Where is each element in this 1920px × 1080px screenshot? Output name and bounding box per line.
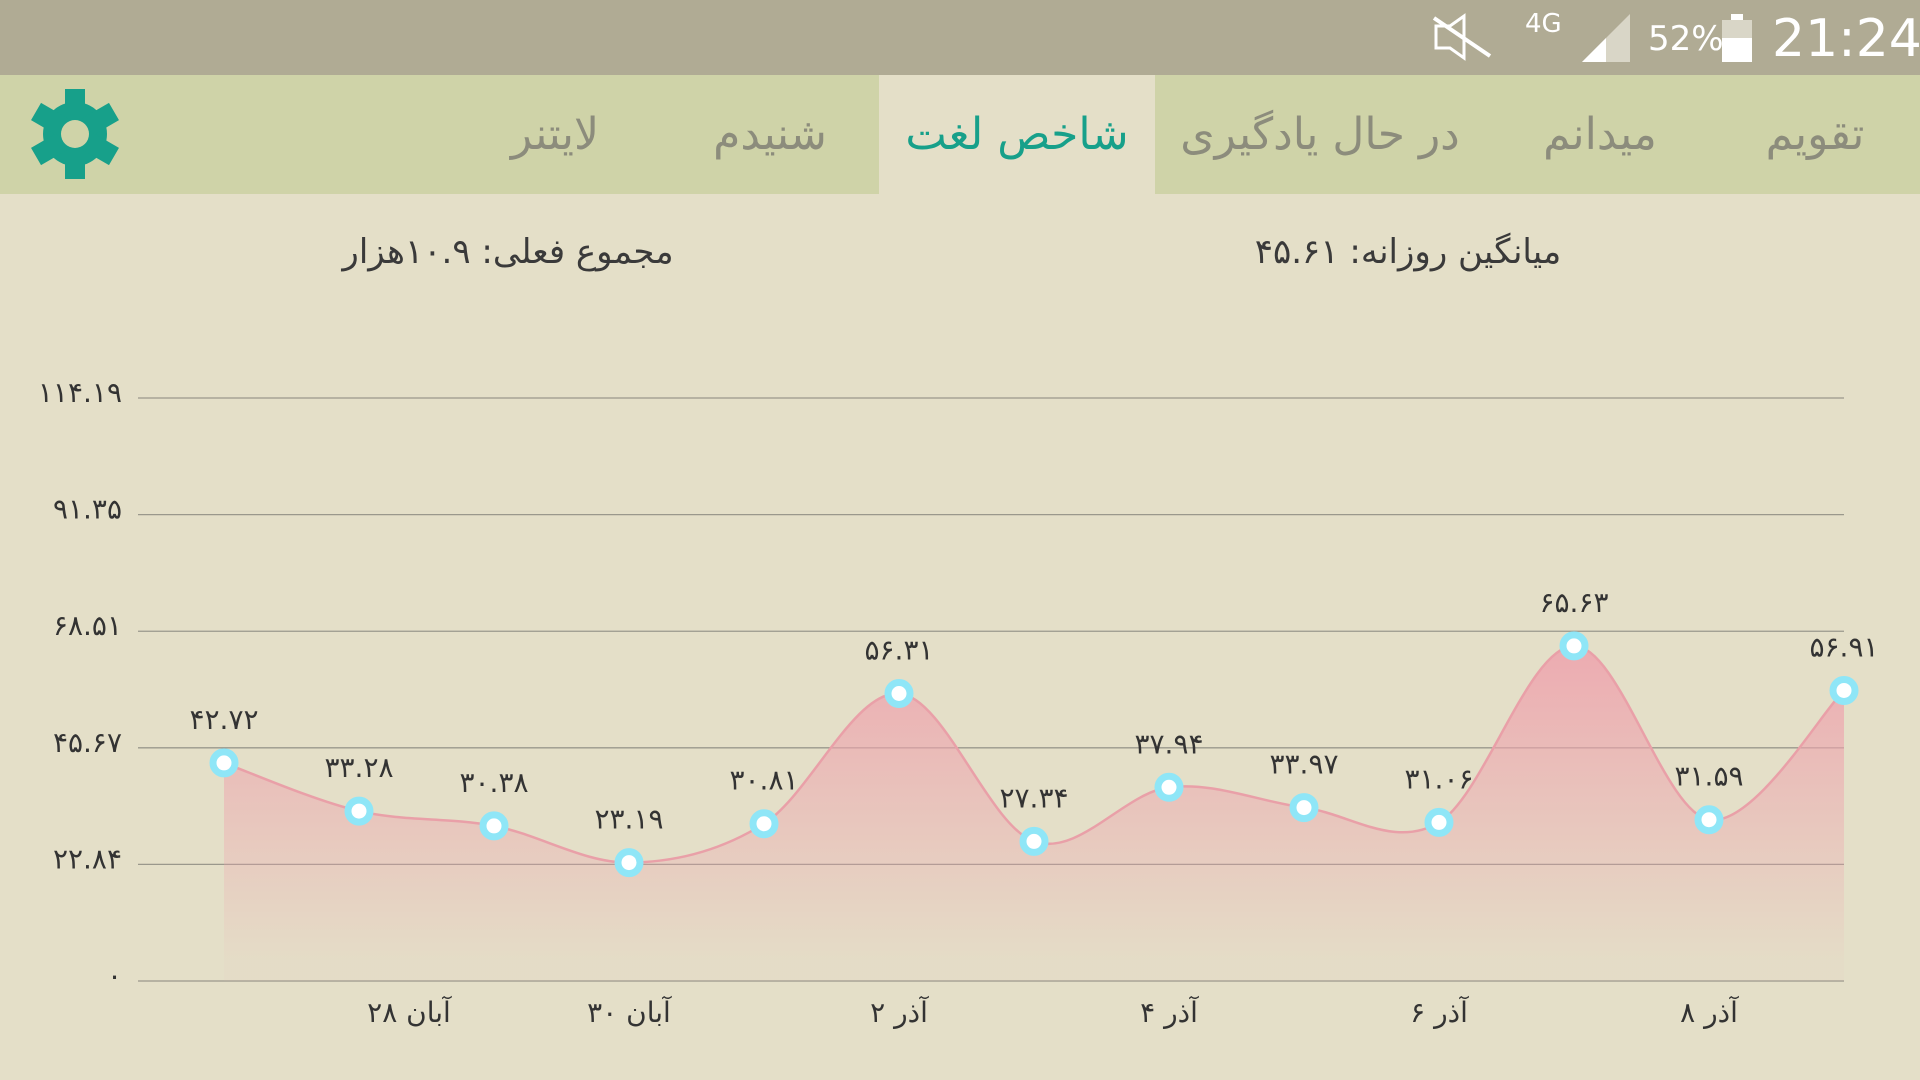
point (479, 811, 509, 841)
x-tick-label: ۶ آذر (1410, 996, 1469, 1029)
tab-active[interactable]: شاخص لغت (879, 75, 1155, 194)
value-label: ۳۳.۲۸ (324, 751, 393, 784)
point (884, 679, 914, 709)
mute-icon (1432, 13, 1492, 61)
battery-icon (1722, 14, 1752, 62)
value-label: ۲۳.۱۹ (594, 803, 663, 836)
point (344, 796, 374, 826)
value-label: ۲۷.۳۴ (999, 781, 1068, 814)
clock: 21:24 (1772, 9, 1920, 69)
signal-icon (1582, 14, 1630, 62)
x-tick-label: ۲ آذر (870, 996, 929, 1029)
tab-bar: تقویم میدانم در حال یادگیری شاخص لغت شنی… (0, 75, 1920, 194)
x-tick-label: ۳۰ آبان (587, 996, 672, 1029)
y-tick-label: ۶۸.۵۱ (53, 609, 122, 642)
line (223, 644, 1845, 864)
current-total: مجموع فعلی: ۱۰.۹هزار (342, 232, 674, 272)
tab[interactable]: میدانم (1543, 109, 1657, 160)
value-label: ۳۷.۹۴ (1134, 727, 1203, 760)
value-label: ۳۰.۸۱ (729, 764, 798, 797)
point (1424, 807, 1454, 837)
value-label: ۳۰.۳۸ (459, 766, 528, 799)
point (209, 748, 239, 778)
settings-button[interactable] (30, 89, 120, 179)
value-label: ۳۱.۰۶ (1404, 762, 1473, 795)
value-label: ۵۶.۳۱ (864, 634, 933, 667)
x-tick-label: ۴ آذر (1140, 996, 1199, 1029)
value-label: ۳۱.۵۹ (1674, 760, 1743, 793)
value-label: ۵۶.۹۱ (1809, 630, 1878, 663)
y-tick-label: ۹۱.۳۵ (53, 493, 122, 526)
value-label: ۴۲.۷۲ (189, 703, 258, 736)
value-label: ۶۵.۶۳ (1539, 586, 1608, 619)
point (749, 809, 779, 839)
point (1019, 826, 1049, 856)
tab[interactable]: شنیدم (713, 109, 827, 160)
y-tick-label: ۱۱۴.۱۹ (38, 376, 122, 409)
network-type: 4G (1525, 9, 1562, 39)
y-tick-label: ۴۵.۶۷ (53, 726, 122, 759)
point (1289, 793, 1319, 823)
y-tick-label: ۰ (107, 959, 122, 992)
value-label: ۳۳.۹۷ (1269, 748, 1338, 781)
point (1154, 772, 1184, 802)
tab[interactable]: تقویم (1765, 109, 1865, 160)
status-bar: 4G 52% 21:24 (0, 0, 1920, 75)
point (1559, 631, 1589, 661)
point (1694, 805, 1724, 835)
tab[interactable]: لایتنر (510, 109, 600, 160)
tab[interactable]: در حال یادگیری (1180, 109, 1460, 160)
point (614, 848, 644, 878)
y-tick-label: ۲۲.۸۴ (53, 842, 122, 875)
battery-percent: 52% (1648, 19, 1724, 59)
area (224, 645, 1844, 981)
point (1829, 675, 1859, 705)
daily-average: میانگین روزانه: ۴۵.۶۱ (1254, 232, 1562, 272)
x-tick-label: ۲۸ آبان (367, 996, 452, 1029)
x-tick-label: ۸ آذر (1680, 996, 1739, 1029)
